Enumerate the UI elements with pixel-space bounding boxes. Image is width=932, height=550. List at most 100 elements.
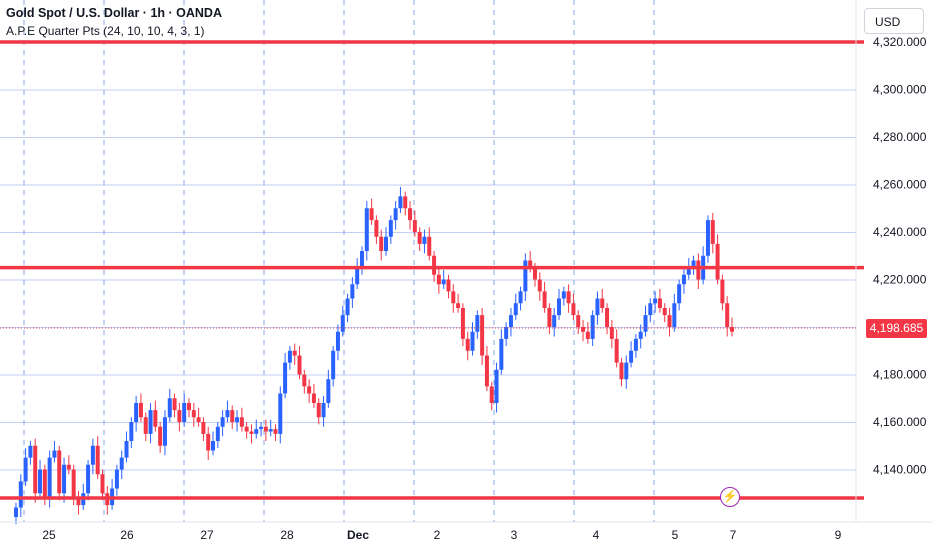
candle-body [331,350,336,380]
candle-body [595,298,600,316]
candle-body [350,284,355,299]
candle-body [345,298,350,316]
candle-body [600,298,605,308]
candle-body [239,417,244,427]
candle-body [129,422,134,441]
axes [0,0,932,523]
candle-body [403,196,408,209]
time-axis-label: 27 [200,528,214,542]
candle-body [235,417,240,422]
candle-body [273,429,278,434]
candle-body [629,350,634,363]
candle-body [696,260,701,280]
candle-body [172,398,177,411]
candle-body [552,315,557,327]
price-axis-label: 4,180.000 [873,368,927,382]
candle-body [249,431,254,434]
candle-body [422,236,427,244]
candle-body [201,422,206,434]
candle-body [86,464,91,494]
price-axis-labels[interactable]: 4,320.000 4,300.000 4,280.000 4,260.000 4,24… [873,35,927,477]
candle-body [408,208,413,221]
price-axis-label: 4,260.000 [873,178,927,192]
candle-body [393,208,398,221]
candle-body [311,393,316,403]
candle-body [18,481,23,508]
candle-body [47,457,52,498]
candle-body [263,426,268,432]
candle-body [667,315,672,327]
candle-body [90,445,95,465]
candle-body [225,410,230,418]
candle-body [412,220,417,232]
candle-body [335,331,340,351]
candle-body [148,410,153,434]
candle-body [62,464,67,494]
candle-body [513,303,518,316]
candle-body [186,403,191,411]
candle-body [705,220,710,256]
candle-body [191,410,196,418]
candle-body [244,426,249,432]
candle-body [484,355,489,387]
candle-body [619,362,624,380]
price-axis-label: 4,140.000 [873,463,927,477]
candle-body [316,403,321,418]
candle-body [278,393,283,434]
candle-body [359,251,364,268]
candle-body [95,445,100,475]
candle-body [167,398,172,418]
time-axis-label: 2 [434,528,441,542]
candle-body [585,331,590,339]
candle-body [648,303,653,316]
price-axis-label: 4,300.000 [873,83,927,97]
candle-body [624,362,629,380]
candle-body [672,303,677,327]
symbol-title[interactable]: Gold Spot / U.S. Dollar · 1h · OANDA [6,6,222,20]
candle-body [451,291,456,304]
time-axis-label: 9 [835,528,842,542]
indicator-label[interactable]: A.P.E Quarter Pts (24, 10, 10, 4, 3, 1) [6,24,205,38]
time-axis-labels[interactable]: 25 26 27 28 Dec 2 3 4 5 7 9 [42,528,841,542]
candle-body [302,374,307,387]
candle-body [374,220,379,237]
candle-body [653,298,658,304]
candle-body [220,417,225,427]
candle-body [57,450,62,494]
candle-body [523,260,528,292]
candle-body [681,274,686,285]
chart-legend: Gold Spot / U.S. Dollar · 1h · OANDA A.P… [6,6,222,38]
time-axis-label: Dec [347,528,369,542]
candle-body [417,232,422,244]
candle-body [614,338,619,363]
time-axis-label: 5 [672,528,679,542]
candle-body [715,243,720,280]
candle-body [206,433,211,451]
candle-body [446,279,451,292]
candle-body [436,274,441,285]
candle-body [537,279,542,292]
time-axis-label: 25 [42,528,56,542]
lightning-icon[interactable]: ⚡ [720,487,740,507]
candle-body [42,469,47,498]
candle-body [557,298,562,316]
candle-body [504,327,509,339]
candle-body [561,291,566,299]
candle-body [470,331,475,351]
candle-body [369,208,374,221]
candle-body [143,417,148,434]
candle-body [441,279,446,285]
currency-button[interactable]: USD [864,8,924,34]
candle-body [576,315,581,327]
candle-body [215,426,220,441]
candle-body [287,350,292,363]
candle-body [196,417,201,422]
candle-body [384,236,389,251]
candle-body [427,236,432,256]
candle-body [571,303,576,316]
candle-body [66,464,71,470]
candle-body [518,291,523,304]
candle-body [297,355,302,375]
candle-body [590,315,595,339]
